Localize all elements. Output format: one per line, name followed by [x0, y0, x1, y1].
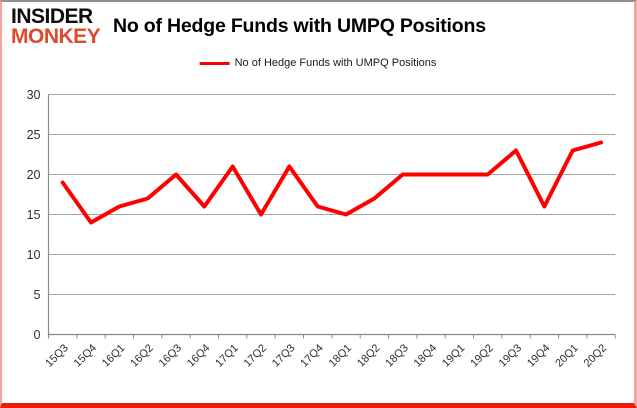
x-tick-label: 18Q3 — [383, 342, 411, 370]
x-tick-label: 18Q1 — [327, 342, 355, 370]
x-tick-label: 16Q3 — [157, 342, 185, 370]
x-tick-label: 16Q4 — [185, 342, 213, 370]
x-tick-label: 17Q4 — [298, 342, 326, 370]
x-tick-label: 18Q2 — [355, 342, 383, 370]
y-tick-label: 20 — [27, 168, 41, 182]
series-line — [60, 140, 604, 225]
x-tick-label: 16Q1 — [100, 342, 128, 370]
y-tick-label: 25 — [27, 128, 41, 142]
y-tick-label: 5 — [34, 288, 41, 302]
y-tick-label: 15 — [27, 208, 41, 222]
logo-word-insider: INSIDER — [11, 5, 93, 28]
x-tick-label: 19Q2 — [468, 342, 496, 370]
x-tick-label: 19Q4 — [525, 342, 553, 370]
x-tick-label: 20Q2 — [582, 342, 610, 370]
x-tick-label: 19Q3 — [497, 342, 525, 370]
x-tick-label: 17Q3 — [270, 342, 298, 370]
y-tick-label: 10 — [27, 248, 41, 262]
x-tick-label: 17Q2 — [242, 342, 270, 370]
legend-line-swatch — [199, 61, 230, 65]
y-tick-label: 0 — [34, 328, 41, 342]
insider-monkey-logo: INSIDER MONKEY — [11, 5, 101, 48]
x-tick-label: 16Q2 — [128, 342, 156, 370]
x-tick-label: 15Q4 — [72, 342, 100, 370]
y-tick-label: 30 — [27, 88, 41, 102]
legend-label: No of Hedge Funds with UMPQ Positions — [234, 57, 437, 69]
logo-word-monkey: MONKEY — [11, 25, 101, 48]
chart-title: No of Hedge Funds with UMPQ Positions — [113, 15, 486, 37]
x-tick-label: 20Q1 — [553, 342, 581, 370]
x-tick-label: 17Q1 — [213, 342, 241, 370]
x-tick-label: 15Q3 — [43, 342, 71, 370]
x-tick-label: 19Q1 — [440, 342, 468, 370]
legend: No of Hedge Funds with UMPQ Positions — [199, 57, 437, 69]
x-tick-label: 18Q4 — [412, 342, 440, 370]
